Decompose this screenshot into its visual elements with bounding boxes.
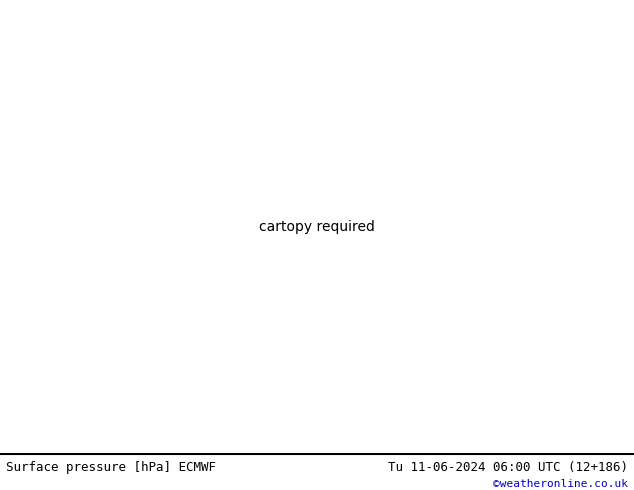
Text: Tu 11-06-2024 06:00 UTC (12+186): Tu 11-06-2024 06:00 UTC (12+186) [387,461,628,474]
Text: ©weatheronline.co.uk: ©weatheronline.co.uk [493,480,628,490]
Text: Surface pressure [hPa] ECMWF: Surface pressure [hPa] ECMWF [6,461,216,474]
Text: cartopy required: cartopy required [259,220,375,234]
